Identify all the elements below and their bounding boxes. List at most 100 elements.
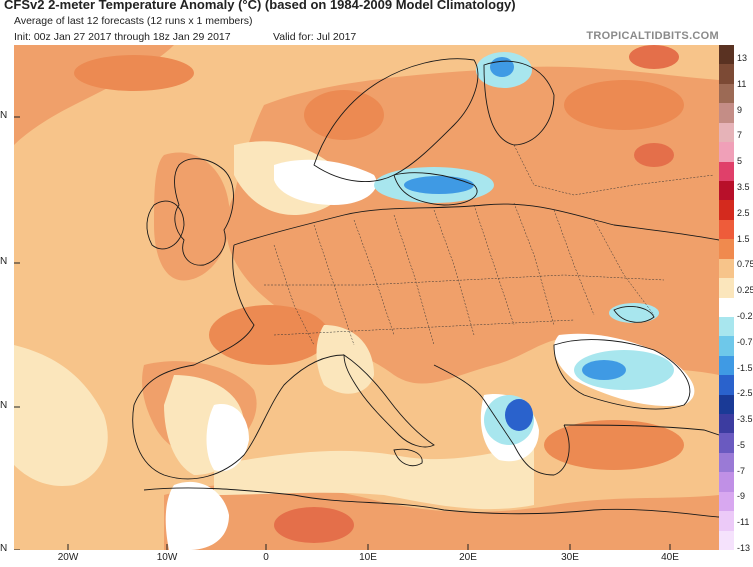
colorbar-label: 0.75 bbox=[737, 259, 753, 270]
anomaly-hot-russia bbox=[634, 143, 674, 167]
colorbar-segment bbox=[719, 258, 734, 279]
lat-label-60n: N bbox=[0, 110, 8, 121]
coastlines bbox=[132, 58, 719, 518]
colorbar-segment bbox=[719, 297, 734, 318]
map-title: CFSv2 2-meter Temperature Anomaly (°C) (… bbox=[4, 0, 516, 12]
colorbar-segment bbox=[719, 414, 734, 434]
colorbar-segment bbox=[719, 433, 734, 454]
border-10 bbox=[264, 274, 665, 286]
colorbar-segment bbox=[719, 45, 734, 65]
coastline-north-africa bbox=[143, 487, 719, 518]
anomaly-hot-arctic bbox=[629, 45, 679, 69]
lon-label-10e: 10E bbox=[359, 552, 377, 563]
colorbar-label: -3.5 bbox=[737, 414, 753, 425]
colorbar-segment bbox=[719, 180, 734, 201]
country-borders bbox=[264, 144, 715, 346]
colorbar-label: 3.5 bbox=[737, 181, 750, 192]
anomaly-neutral-west-atlantic bbox=[14, 345, 108, 486]
coastline-scandinavia bbox=[313, 58, 479, 183]
anomaly-cold-black-sea bbox=[582, 360, 626, 380]
lon-label-20w: 20W bbox=[57, 552, 79, 563]
temperature-anomaly-map bbox=[14, 45, 719, 550]
colorbar-label: -5 bbox=[737, 439, 746, 450]
coastline-italy bbox=[343, 354, 435, 448]
anomaly-neutral-tyrrhenian bbox=[316, 325, 374, 394]
lon-label-40e: 40E bbox=[661, 552, 679, 563]
coastline-finland bbox=[483, 60, 555, 146]
colorbar-segment bbox=[719, 200, 734, 221]
anomaly-hot-urals bbox=[564, 80, 684, 130]
border-1 bbox=[273, 244, 315, 346]
anomaly-hot-france bbox=[209, 305, 329, 365]
coastline-france-iberia bbox=[132, 244, 345, 480]
colorbar-segment bbox=[719, 83, 734, 104]
lat-label-50n: N bbox=[0, 256, 8, 267]
colorbar-segment bbox=[719, 336, 734, 357]
colorbar-label: 9 bbox=[737, 104, 743, 115]
coastline-sicily bbox=[393, 448, 423, 467]
colorbar-segment bbox=[719, 472, 734, 493]
colorbar-segment bbox=[719, 530, 734, 551]
coastline-crimea bbox=[613, 306, 655, 323]
colorbar-segment bbox=[719, 142, 734, 163]
colorbar-label: 11 bbox=[737, 78, 747, 89]
colorbar-label: 1.5 bbox=[737, 233, 750, 244]
border-11 bbox=[273, 319, 575, 336]
anomaly-cold-aegean bbox=[505, 399, 533, 431]
colorbar-segment bbox=[719, 375, 734, 396]
lat-label-30n: N bbox=[0, 543, 8, 554]
lat-label-40n: N bbox=[0, 400, 8, 411]
anomaly-white-baltic bbox=[274, 159, 377, 205]
border-9 bbox=[593, 219, 655, 316]
colorbar-label: 2.5 bbox=[737, 207, 750, 218]
graticule-ticks bbox=[14, 116, 671, 550]
colorbar-label: 13 bbox=[737, 53, 748, 63]
border-12 bbox=[513, 144, 715, 196]
colorbar-segment bbox=[719, 122, 734, 143]
colorbar-label: -0.75 bbox=[737, 336, 753, 347]
lon-label-20e: 20E bbox=[459, 552, 477, 563]
border-7 bbox=[513, 202, 555, 326]
colorbar-segment bbox=[719, 355, 734, 376]
anomaly-white-morocco bbox=[165, 481, 229, 550]
anomaly-warm-scotland bbox=[154, 152, 230, 281]
colorbar-segment bbox=[719, 219, 734, 240]
coastline-continental bbox=[233, 203, 719, 246]
coastline-black-sea bbox=[553, 339, 691, 410]
anomaly-hot-sahara bbox=[274, 507, 354, 543]
colorbar-label: 7 bbox=[737, 130, 743, 141]
init-time: Init: 00z Jan 27 2017 through 18z Jan 29… bbox=[14, 31, 231, 43]
lon-label-0: 0 bbox=[263, 552, 269, 563]
lon-label-30e: 30E bbox=[561, 552, 579, 563]
colorbar-label: -2.5 bbox=[737, 388, 753, 399]
colorbar-label: -13 bbox=[737, 543, 751, 554]
border-4 bbox=[393, 214, 435, 346]
colorbar-segment bbox=[719, 161, 734, 182]
coastline-turkey bbox=[563, 424, 719, 436]
colorbar-segment bbox=[719, 511, 734, 532]
valid-time: Valid for: Jul 2017 bbox=[273, 31, 357, 43]
coastline-ireland bbox=[146, 200, 185, 250]
map-subtitle: Average of last 12 forecasts (12 runs x … bbox=[14, 15, 253, 27]
coastline-baltic bbox=[393, 172, 478, 206]
lon-label-10w: 10W bbox=[156, 552, 178, 563]
anomaly-hot-scandinavia bbox=[304, 90, 384, 140]
colorbar-segment bbox=[719, 64, 734, 85]
coastline-british-isles bbox=[174, 158, 234, 266]
colorbar bbox=[719, 45, 734, 551]
anomaly-neutral-mediterranean bbox=[214, 445, 534, 510]
colorbar-segment bbox=[719, 239, 734, 260]
colorbar-label: -7 bbox=[737, 465, 746, 476]
anomaly-warm-europe bbox=[226, 66, 719, 384]
anomaly-cold-finland bbox=[490, 57, 514, 77]
colorbar-label: 0.25 bbox=[737, 285, 753, 296]
colorbar-label: -0.25 bbox=[737, 310, 753, 321]
colorbar-segment bbox=[719, 103, 734, 124]
colorbar-segment bbox=[719, 278, 734, 298]
anomaly-hot-north-sea bbox=[74, 55, 194, 91]
colorbar-label: -1.5 bbox=[737, 362, 753, 373]
colorbar-segment bbox=[719, 452, 734, 473]
colorbar-label: -11 bbox=[737, 517, 750, 528]
map-canvas bbox=[14, 45, 719, 550]
border-6 bbox=[473, 204, 515, 326]
